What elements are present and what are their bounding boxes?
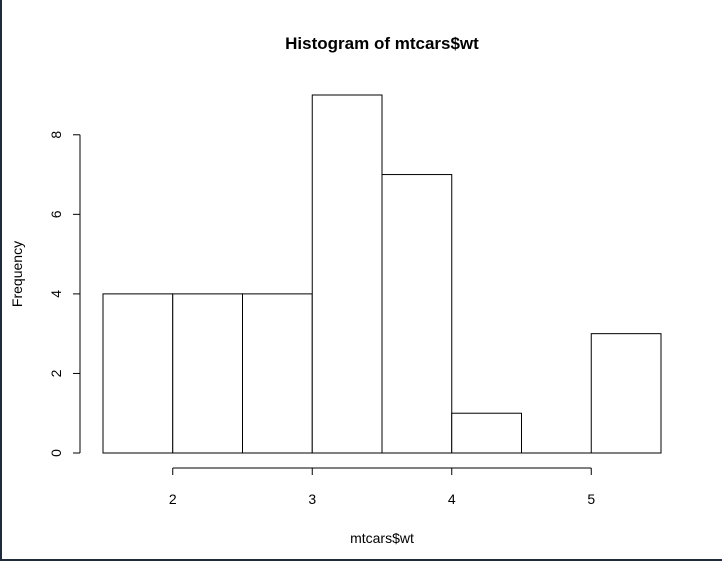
x-tick-label: 3 xyxy=(308,491,316,507)
bars-group xyxy=(102,94,662,454)
histogram-bar xyxy=(172,293,243,454)
x-tick-label: 4 xyxy=(448,491,456,507)
chart-title: Histogram of mtcars$wt xyxy=(285,34,479,53)
histogram-bar xyxy=(311,94,383,454)
y-tick-label: 4 xyxy=(48,290,64,298)
x-tick-label: 5 xyxy=(587,491,595,507)
x-axis-label: mtcars$wt xyxy=(350,530,414,546)
histogram-bar xyxy=(102,293,174,454)
y-axis: 0 2 4 6 8 xyxy=(48,131,81,457)
y-tick-label: 2 xyxy=(48,369,64,377)
x-axis: 2 3 4 5 xyxy=(169,467,595,507)
y-tick-label: 8 xyxy=(48,131,64,139)
histogram-bar xyxy=(451,412,522,454)
histogram-bar xyxy=(381,174,453,454)
y-tick-label: 6 xyxy=(48,210,64,218)
y-tick-label: 0 xyxy=(48,449,64,457)
histogram-bar xyxy=(590,333,662,454)
x-tick-label: 2 xyxy=(169,491,177,507)
y-axis-label: Frequency xyxy=(9,241,25,307)
histogram-bar xyxy=(242,293,313,454)
